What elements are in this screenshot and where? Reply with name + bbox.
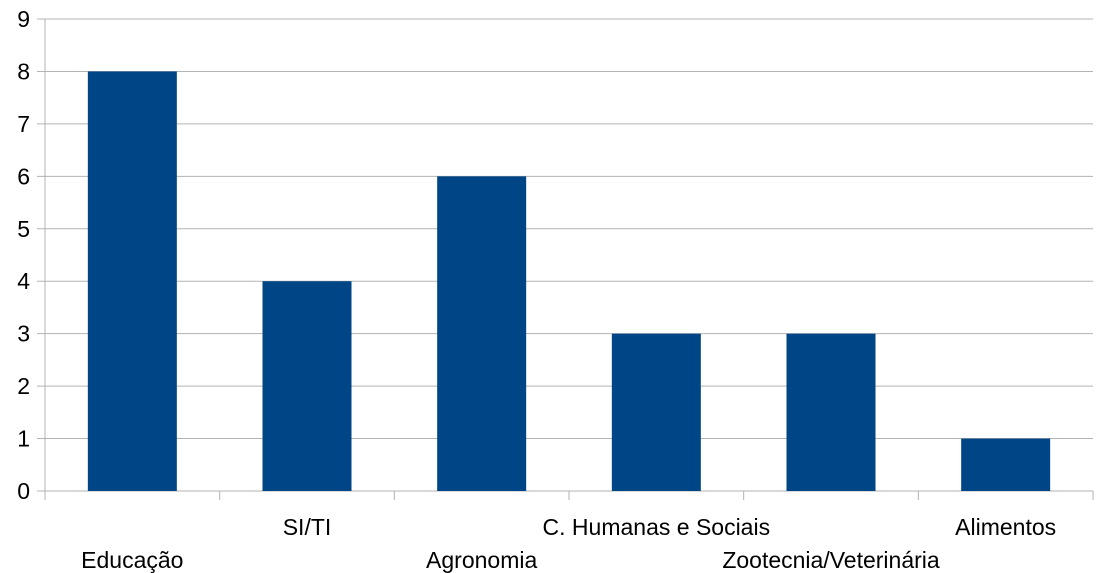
y-tick-label: 7 [17,111,30,137]
x-category-label: Educação [81,547,183,573]
bar-4 [786,333,876,491]
y-tick-label: 9 [17,6,30,32]
bar-5 [961,438,1051,491]
y-tick-label: 0 [17,478,30,504]
y-axis-tick-labels: 0 1 2 3 4 5 6 7 8 9 [17,6,30,504]
y-tick-label: 1 [17,426,30,452]
bar-0 [87,71,177,491]
x-category-label: C. Humanas e Sociais [543,514,771,540]
bar-1 [262,281,352,491]
x-category-label: Alimentos [955,514,1056,540]
y-tick-label: 3 [17,321,30,347]
gridlines [37,18,1093,492]
y-tick-label: 2 [17,373,30,399]
x-category-label: SI/TI [283,514,332,540]
x-axis [44,19,1094,500]
x-category-label: Agronomia [426,547,537,573]
y-tick-label: 5 [17,216,30,242]
y-tick-label: 6 [17,163,30,189]
y-tick-label: 8 [17,58,30,84]
bar-2 [437,176,527,492]
x-category-label: Zootecnia/Veterinária [722,547,940,573]
bars [87,71,1051,492]
bar-3 [611,333,701,491]
y-tick-label: 4 [17,268,30,294]
